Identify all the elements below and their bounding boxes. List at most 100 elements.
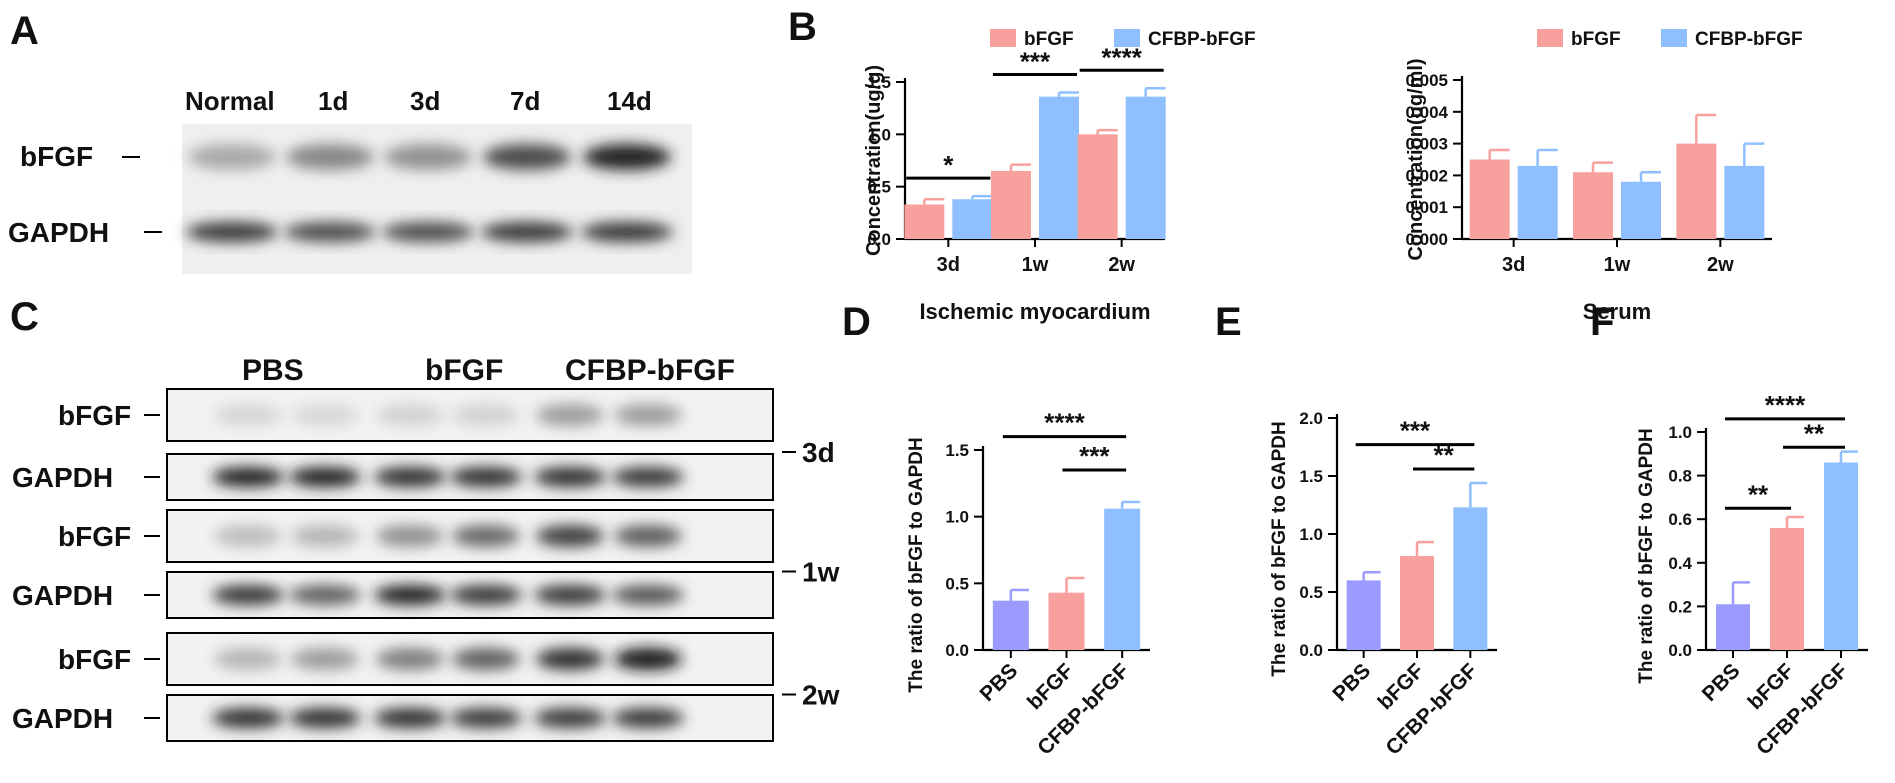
band-c-bfgf-3d-5	[614, 404, 682, 426]
bar-cfbp-bfgf-1w	[1621, 181, 1661, 239]
band-c-gapdh-1w-5	[612, 585, 684, 605]
band-c-bfgf-3d-1	[291, 404, 359, 426]
lane-label-3d: 3d	[410, 86, 440, 116]
x-axis-label: Serum	[1583, 299, 1651, 324]
row-label-gapdh: GAPDH	[8, 217, 109, 248]
band-c-bfgf-3d-3	[452, 404, 520, 426]
band-c-gapdh-2w-0	[212, 708, 284, 728]
bar-cfbp-bfgf-3d	[952, 199, 993, 239]
row-label-gapdh-1w: GAPDH	[12, 580, 113, 611]
band-c-bfgf-1w-1	[291, 525, 359, 547]
y-tick-label: 1.5	[867, 73, 891, 92]
y-tick-label: 1.0	[867, 125, 891, 144]
y-tick-label: 1.0	[1668, 423, 1692, 442]
legend-label-bfgf: bFGF	[1024, 29, 1074, 50]
band-c-bfgf-1w-5	[614, 525, 682, 547]
y-tick-label: 0.0	[1668, 641, 1692, 660]
band-c-gapdh-2w-1	[289, 708, 361, 728]
chart-b-serum: 0.000 0.001 0.002 0.003 0.004 0.005 3d 1w 2w bFGF…	[1405, 29, 1803, 324]
bar-bfgf-2w	[1676, 143, 1717, 239]
y-axis-label: The ratio of bFGF to GAPDH	[906, 437, 927, 692]
band-c-gapdh-3d-2	[374, 467, 446, 487]
bar-bfgf-3d	[1469, 159, 1510, 239]
band-c-bfgf-2w-0	[214, 648, 282, 670]
significance-label: **	[1748, 479, 1769, 509]
band-c-bfgf-3d-2	[376, 404, 444, 426]
band-c-gapdh-1w-2	[374, 585, 446, 605]
y-tick-label: 0.5	[1299, 583, 1323, 602]
band-c-gapdh-3d-3	[450, 467, 522, 487]
band-c-gapdh-3d-0	[212, 467, 284, 487]
band-c-bfgf-1w-4	[536, 525, 604, 547]
band-c-gapdh-2w-5	[612, 708, 684, 728]
x-tick-label-3d: 3d	[1502, 254, 1525, 276]
bar-pbs	[1346, 580, 1381, 650]
bar-cfbp-bfgf	[1824, 462, 1858, 650]
x-tick-label-1w: 1w	[1604, 254, 1631, 276]
panel-letter-f: F	[1590, 300, 1614, 344]
band-c-gapdh-1w-0	[212, 585, 284, 605]
chart-b-myocardium: 0.00.51.01.53d 1w 2w**** ****bFGF CFBP-bFGFC…	[863, 29, 1256, 324]
y-tick-label: 0.0	[1299, 641, 1323, 660]
bar-pbs	[992, 600, 1029, 650]
significance-label: ***	[1400, 416, 1431, 446]
bar-cfbp-bfgf-2w	[1724, 165, 1765, 239]
band-a-bfgf-2	[384, 144, 472, 170]
bar-pbs	[1716, 604, 1750, 650]
band-c-bfgf-1w-2	[376, 525, 444, 547]
y-tick-label: 0.2	[1668, 597, 1692, 616]
y-tick-label: 0.001	[1405, 198, 1448, 217]
band-a-bfgf-1	[286, 144, 374, 170]
panel-letter-b: B	[788, 5, 817, 49]
blot-a: Normal 1d 3d 7d 14d bFGF GAPDH	[8, 86, 692, 274]
x-tick-label-pbs: PBS	[1328, 659, 1375, 706]
y-tick-label: 0.8	[1668, 467, 1692, 486]
timepoint-label-1w: 1w	[802, 557, 840, 588]
band-a-gapdh-4	[581, 222, 673, 242]
band-c-gapdh-3d-4	[534, 467, 606, 487]
band-c-bfgf-3d-0	[214, 404, 282, 426]
band-c-gapdh-1w-3	[450, 585, 522, 605]
row-label-bfgf-3d: bFGF	[58, 400, 131, 431]
y-tick-label: 1.5	[945, 441, 969, 460]
chart-e: 0.00.51.01.52.0PBSbFGFCFBP-bFGF*****The …	[1269, 409, 1497, 760]
band-c-bfgf-1w-0	[214, 525, 282, 547]
band-a-gapdh-3	[481, 222, 573, 242]
bar-bfgf	[1400, 556, 1434, 650]
y-axis-label: The ratio of bFGF to GAPDH	[1636, 428, 1657, 683]
y-axis-label: Concentration(ug/ml)	[1405, 58, 1427, 260]
significance-label: ****	[1765, 390, 1806, 420]
y-tick-label: 0.5	[867, 178, 891, 197]
significance-label: ****	[1044, 408, 1085, 438]
band-c-bfgf-1w-3	[452, 525, 520, 547]
panel-letter-e: E	[1215, 300, 1242, 344]
y-tick-label: 0.6	[1668, 510, 1692, 529]
band-c-gapdh-3d-5	[612, 467, 684, 487]
bar-bfgf-2w	[1077, 134, 1118, 239]
y-tick-label: 0.005	[1405, 71, 1448, 90]
bar-bfgf-1w	[1573, 172, 1613, 239]
group-label-pbs: PBS	[242, 354, 304, 387]
significance-label: ****	[1101, 42, 1142, 72]
band-a-bfgf-4	[583, 144, 671, 170]
significance-label: ***	[1079, 441, 1110, 471]
band-a-bfgf-3	[483, 144, 571, 170]
bar-bfgf-1w	[991, 170, 1031, 239]
legend-swatch-cfbp-bfgf	[1661, 29, 1687, 47]
lane-label-normal: Normal	[185, 86, 275, 116]
bar-cfbp-bfgf-1w	[1039, 96, 1079, 239]
legend-label-cfbp-bfgf: CFBP-bFGF	[1695, 29, 1803, 50]
lane-label-7d: 7d	[510, 86, 540, 116]
band-c-bfgf-2w-3	[452, 648, 520, 670]
legend-label-cfbp-bfgf: CFBP-bFGF	[1148, 29, 1256, 50]
band-c-gapdh-2w-3	[450, 708, 522, 728]
x-tick-label-pbs: PBS	[1698, 659, 1745, 706]
x-tick-label-1w: 1w	[1022, 254, 1049, 276]
significance-label: **	[1804, 418, 1825, 448]
group-label-cfbp: CFBP-bFGF	[565, 354, 735, 387]
y-tick-label: 0.0	[867, 230, 891, 249]
band-a-bfgf-0	[188, 144, 276, 170]
band-c-gapdh-2w-2	[374, 708, 446, 728]
